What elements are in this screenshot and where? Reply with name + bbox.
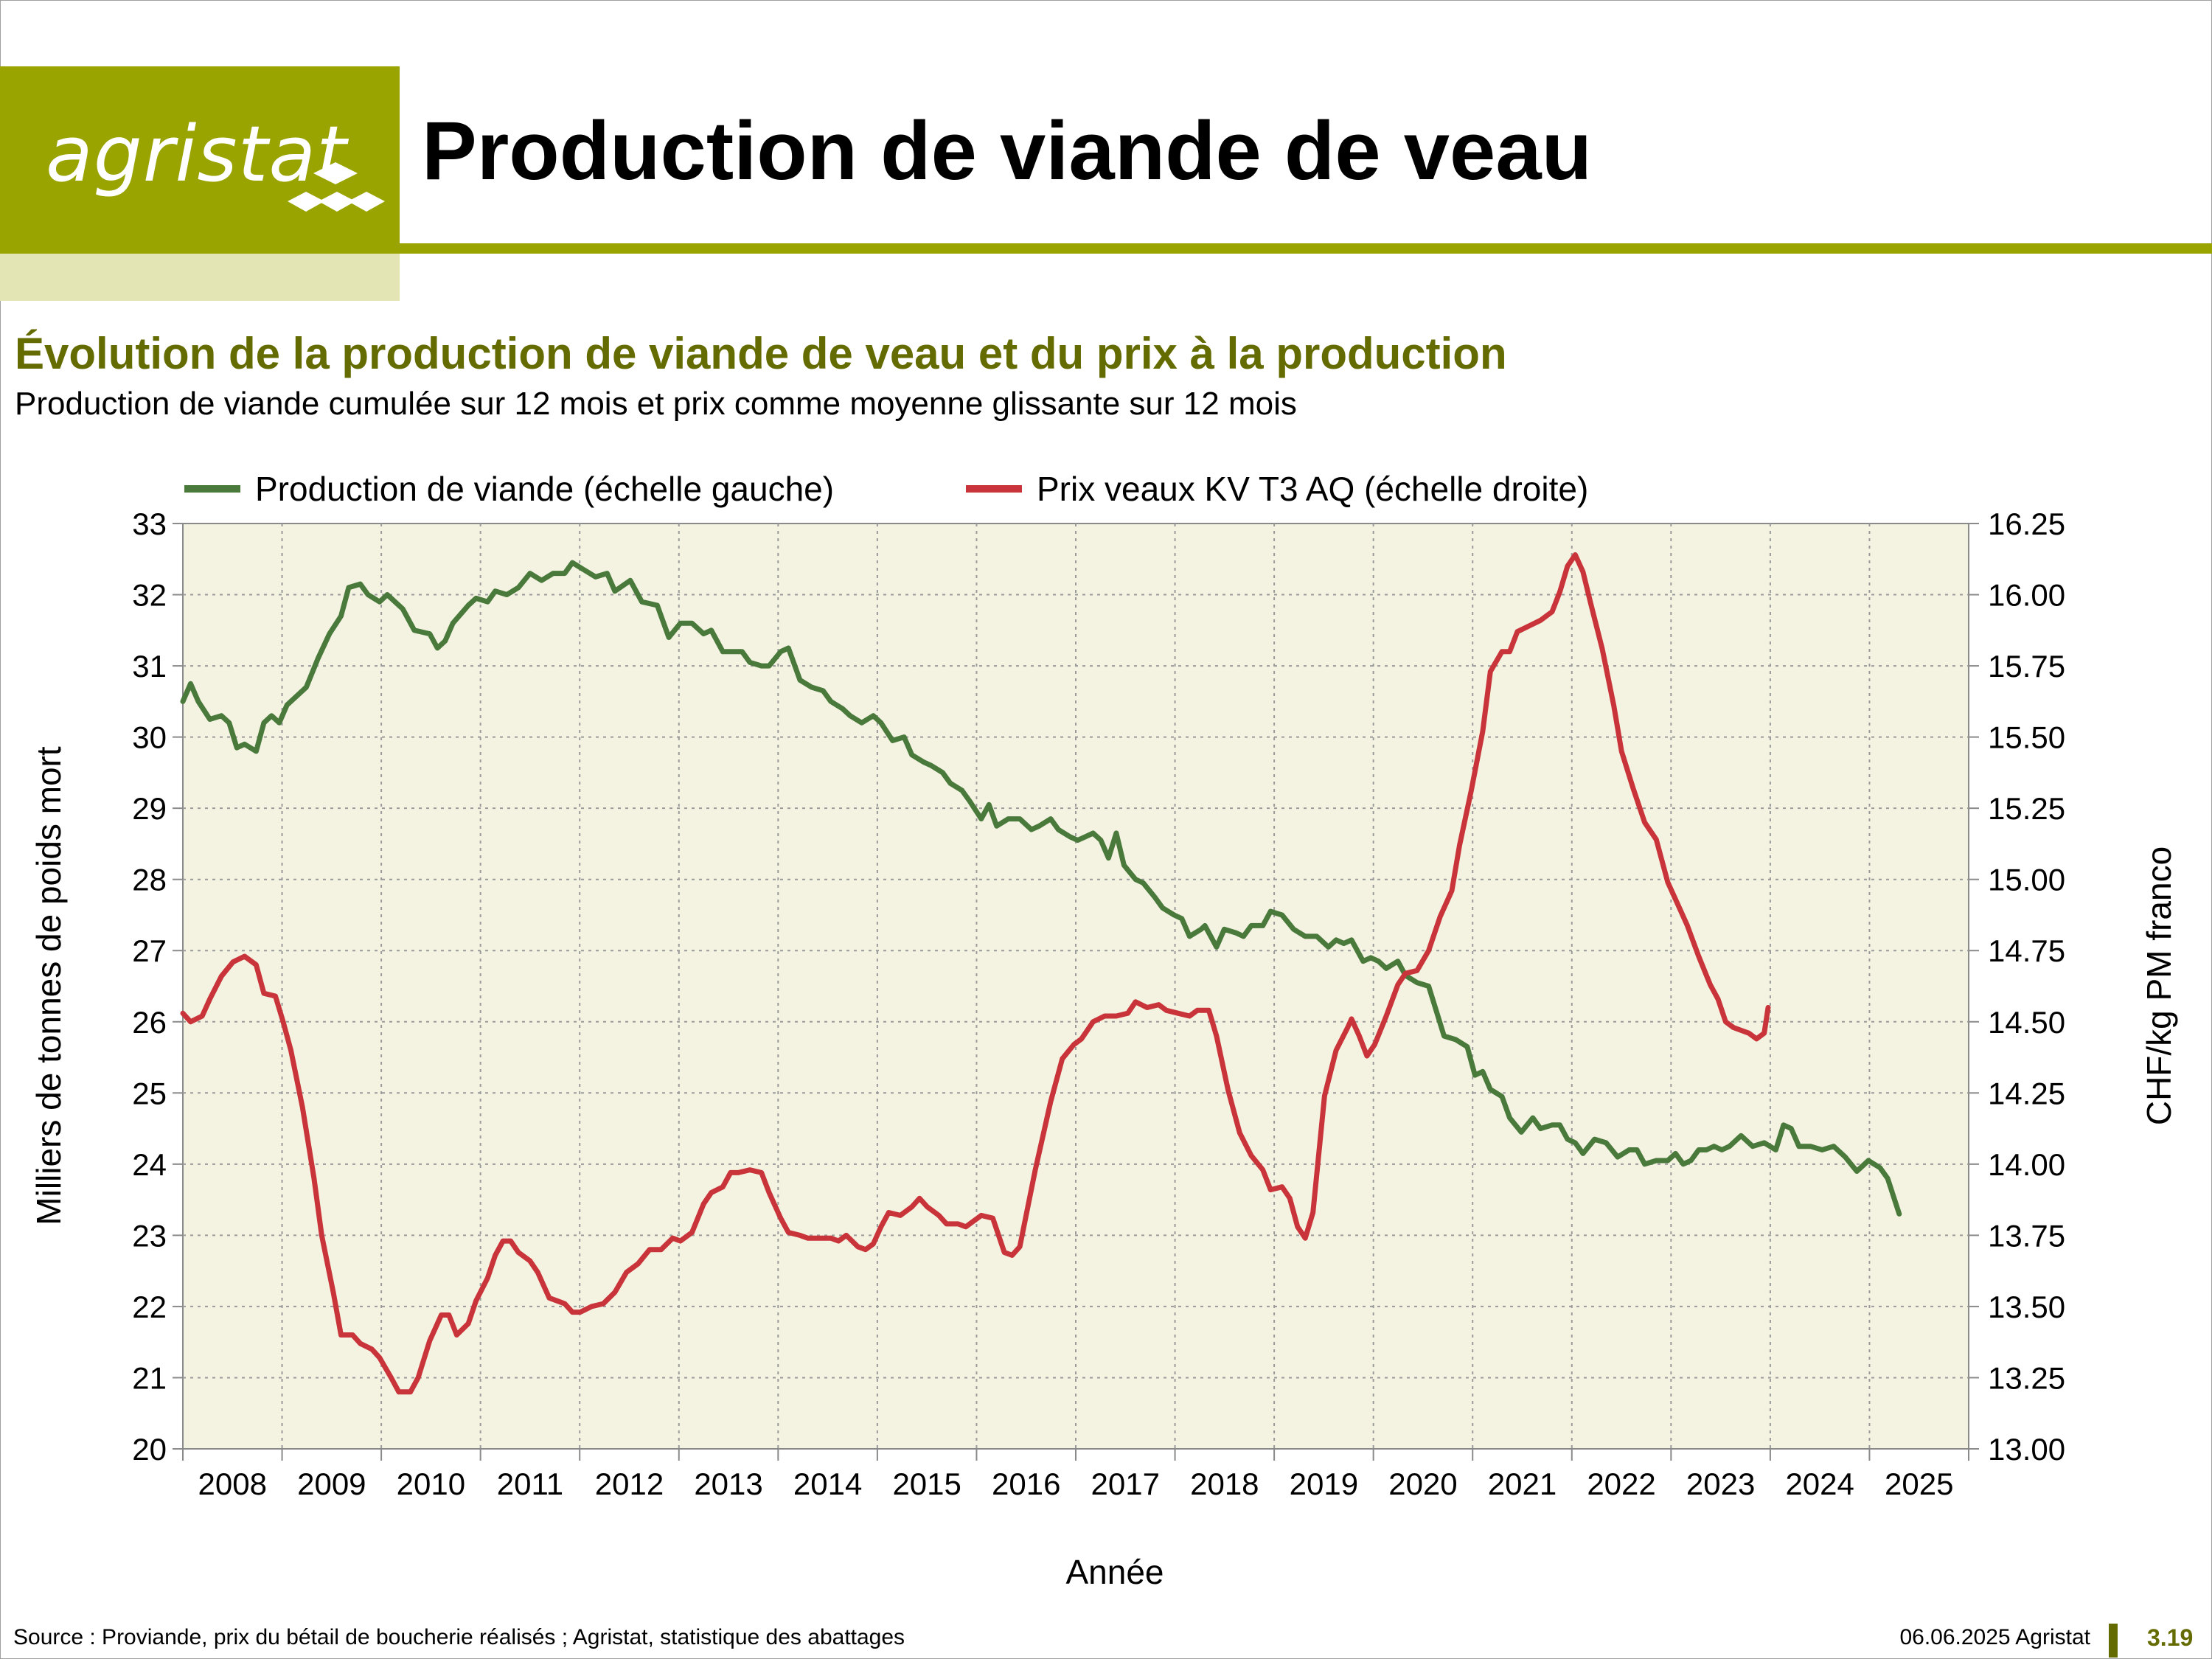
y-left-tick-label: 33: [132, 507, 167, 541]
x-tick-label: 2018: [1190, 1467, 1259, 1501]
y-right-tick-label: 14.25: [1988, 1076, 2065, 1110]
y-right-tick-label: 16.25: [1988, 507, 2065, 541]
y-left-tick-label: 31: [132, 649, 167, 684]
y-axis-title-right: CHF/kg PM franco: [2140, 846, 2178, 1125]
y-left-tick-label: 24: [132, 1147, 167, 1182]
y-right-tick-label: 16.00: [1988, 578, 2065, 613]
x-tick-label: 2014: [793, 1467, 862, 1501]
x-tick-label: 2024: [1785, 1467, 1854, 1501]
logo-wordmark: agristat: [46, 109, 347, 199]
x-tick-label: 2011: [497, 1467, 563, 1501]
y-left-tick-label: 25: [132, 1076, 167, 1110]
y-left-tick-label: 32: [132, 578, 167, 613]
y-right-tick-label: 14.00: [1988, 1147, 2065, 1182]
legend-label-production: Production de viande (échelle gauche): [255, 470, 835, 508]
axes: 202122232425262728293031323313.0013.2513…: [132, 507, 2065, 1501]
y-left-tick-label: 30: [132, 720, 167, 755]
x-tick-label: 2020: [1388, 1467, 1457, 1501]
x-tick-label: 2025: [1885, 1467, 1953, 1501]
x-tick-label: 2010: [397, 1467, 465, 1501]
x-tick-label: 2008: [198, 1467, 267, 1501]
x-tick-label: 2016: [992, 1467, 1060, 1501]
series-line-price: [180, 552, 1771, 1395]
footer-bar: [2109, 1624, 2118, 1658]
series: [180, 552, 1902, 1395]
logo-underbar: [0, 254, 400, 301]
page-title: Production de viande de veau: [422, 105, 1593, 197]
x-tick-label: 2012: [595, 1467, 664, 1501]
grid: [183, 524, 1969, 1449]
y-right-tick-label: 13.75: [1988, 1218, 2065, 1253]
x-tick-label: 2022: [1587, 1467, 1655, 1501]
x-tick-label: 2017: [1091, 1467, 1160, 1501]
x-tick-label: 2019: [1290, 1467, 1358, 1501]
legend-item-production: Production de viande (échelle gauche): [184, 469, 834, 509]
y-left-tick-label: 26: [132, 1005, 167, 1040]
y-left-tick-label: 22: [132, 1290, 167, 1324]
y-right-tick-label: 15.75: [1988, 649, 2065, 684]
y-right-tick-label: 14.50: [1988, 1005, 2065, 1040]
y-left-tick-label: 21: [132, 1360, 167, 1395]
x-tick-label: 2013: [694, 1467, 762, 1501]
y-right-tick-label: 14.75: [1988, 933, 2065, 968]
y-right-tick-label: 13.50: [1988, 1290, 2065, 1324]
series-line-production: [180, 560, 1902, 1217]
page-number: 3.19: [2147, 1624, 2194, 1651]
y-left-tick-label: 23: [132, 1218, 167, 1253]
y-left-tick-label: 28: [132, 863, 167, 897]
y-right-tick-label: 15.25: [1988, 791, 2065, 826]
chart-caption: Production de viande cumulée sur 12 mois…: [15, 386, 1297, 422]
y-right-tick-label: 13.25: [1988, 1360, 2065, 1395]
legend-label-price: Prix veaux KV T3 AQ (échelle droite): [1037, 470, 1589, 508]
header-rule: [400, 243, 2212, 254]
x-tick-label: 2023: [1686, 1467, 1755, 1501]
y-right-tick-label: 13.00: [1988, 1432, 2065, 1467]
legend-swatch-price: [966, 485, 1022, 493]
plot-area: [182, 523, 1969, 1450]
x-tick-label: 2015: [892, 1467, 961, 1501]
x-axis-title: Année: [1065, 1553, 1164, 1591]
logo-panel: [0, 66, 400, 254]
chart-subtitle: Évolution de la production de viande de …: [15, 329, 1507, 378]
y-right-tick-label: 15.50: [1988, 720, 2065, 755]
y-left-tick-label: 20: [132, 1432, 167, 1467]
y-left-tick-label: 27: [132, 933, 167, 968]
logo-diamond-icon: [288, 162, 385, 212]
footer-date: 06.06.2025 Agristat: [1899, 1625, 2090, 1649]
legend-item-price: Prix veaux KV T3 AQ (échelle droite): [966, 469, 1588, 509]
y-right-tick-label: 15.00: [1988, 863, 2065, 897]
x-tick-label: 2009: [297, 1467, 366, 1501]
y-left-tick-label: 29: [132, 791, 167, 826]
footer-source: Source : Proviande, prix du bétail de bo…: [13, 1625, 905, 1649]
x-tick-label: 2021: [1488, 1467, 1557, 1501]
y-axis-title-left: Milliers de tonnes de poids mort: [29, 746, 68, 1225]
legend-swatch-production: [184, 485, 240, 493]
